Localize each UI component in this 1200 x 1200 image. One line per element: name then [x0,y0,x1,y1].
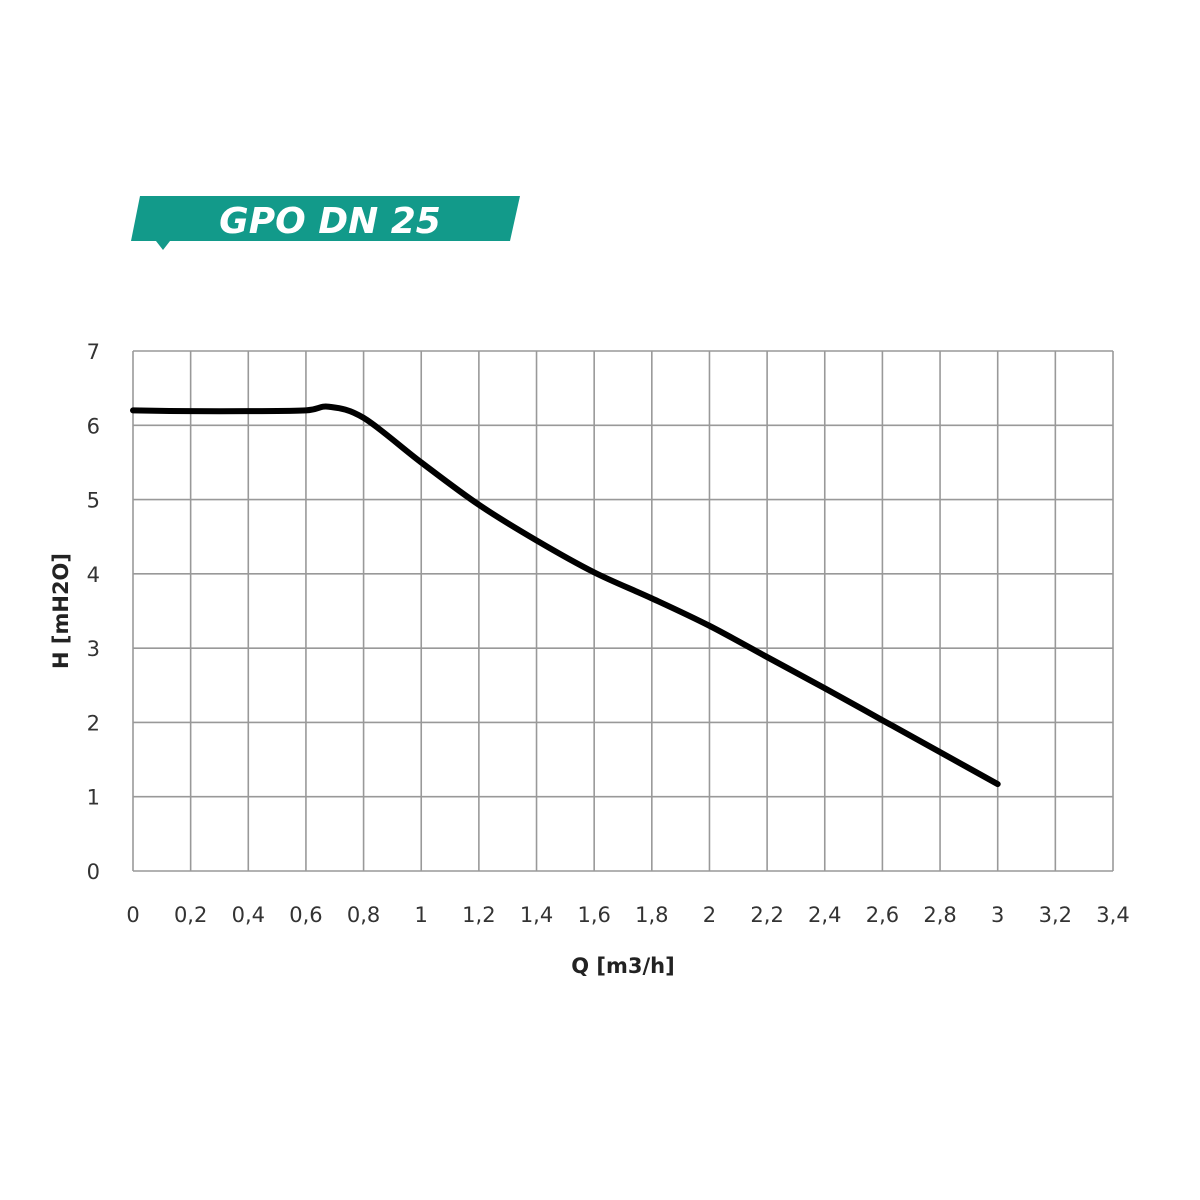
title-banner-shape [131,196,520,250]
x-tick-label: 1,2 [462,903,495,927]
x-tick-label: 1,6 [577,903,610,927]
x-tick-label: 0 [126,903,139,927]
y-tick-label: 1 [87,786,100,810]
x-tick-label: 1,8 [635,903,668,927]
series-line [130,403,1001,788]
x-tick-label: 2,8 [923,903,956,927]
grid [132,350,1114,872]
x-tick-label: 0,2 [174,903,207,927]
y-axis-label: H [mH2O] [49,553,73,669]
x-tick-labels: 0 0,2 0,4 0,6 0,8 1 1,2 1,4 1,6 1,8 2 2,2 2,4 2,6 2,8 3… [126,903,1129,927]
x-tick-label: 2 [703,903,716,927]
x-tick-label: 3 [991,903,1004,927]
x-tick-label: 0,6 [289,903,322,927]
x-tick-label: 3,4 [1096,903,1129,927]
y-tick-label: 5 [87,489,100,513]
x-tick-label: 1 [415,903,428,927]
y-tick-label: 2 [87,711,100,735]
x-tick-label: 2,2 [750,903,783,927]
series [130,403,1001,788]
y-tick-label: 4 [87,563,100,587]
x-tick-label: 2,6 [866,903,899,927]
x-tick-label: 0,4 [232,903,265,927]
x-tick-label: 1,4 [520,903,553,927]
y-tick-labels: 0 1 2 3 4 5 6 7 [87,340,100,884]
title-banner: GPO DN 25 [131,196,520,250]
y-tick-label: 0 [87,860,100,884]
y-tick-label: 3 [87,637,100,661]
chart-title: GPO DN 25 [219,201,441,242]
x-axis-label: Q [m3/h] [571,954,674,978]
y-tick-label: 7 [87,340,100,364]
y-tick-label: 6 [87,414,100,438]
x-tick-label: 2,4 [808,903,841,927]
x-tick-label: 0,8 [347,903,380,927]
x-tick-label: 3,2 [1039,903,1072,927]
